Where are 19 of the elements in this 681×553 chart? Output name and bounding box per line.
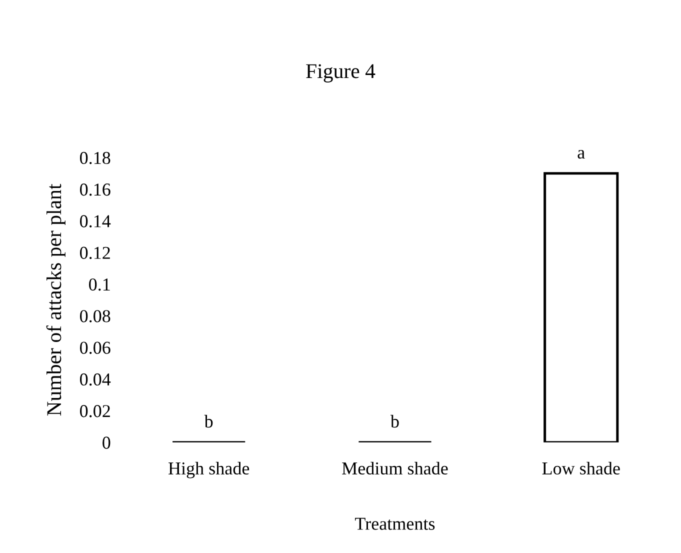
annotation: b [390,414,399,428]
y-tick-label: 0 [102,436,110,449]
y-tick-label: 0.14 [80,215,111,228]
y-tick-label: 0.1 [89,278,110,291]
x-axis-title: Treatments [355,518,435,530]
y-axis-title: Number of attacks per plant [46,184,66,416]
annotation: a [578,150,585,159]
y-tick-label: 0.06 [80,342,110,354]
x-tick-label: High shade [168,462,250,478]
chart-title: Figure 4 [306,64,376,82]
y-tick-label: 0.12 [80,246,110,260]
annotation: b [204,414,213,428]
x-tick-label: Low shade [542,462,620,475]
y-tick-label: 0.04 [80,373,111,386]
y-tick-label: 0.02 [80,405,110,418]
y-tick-label: 0.08 [80,310,110,322]
y-tick-label: 0.18 [80,152,110,164]
x-tick-label: Medium shade [342,462,448,475]
y-tick-label: 0.16 [80,184,110,196]
